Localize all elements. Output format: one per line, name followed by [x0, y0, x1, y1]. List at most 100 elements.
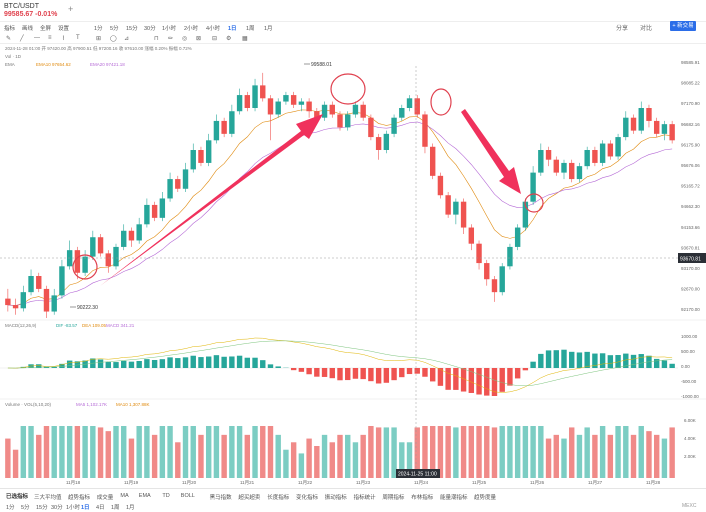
- candle-body: [599, 143, 606, 163]
- candlesticks: [5, 72, 675, 318]
- tf-30m[interactable]: 30分: [144, 26, 156, 32]
- indicator-chip[interactable]: 周期指标: [382, 495, 405, 501]
- macd-bar: [66, 360, 73, 368]
- fib-icon[interactable]: ≡: [48, 35, 52, 41]
- tf-1w[interactable]: 1周: [246, 26, 255, 32]
- indicator-chip[interactable]: 长度指标: [267, 495, 290, 501]
- indicator-chip[interactable]: 三大平均值: [34, 495, 62, 501]
- volume-bar: [321, 434, 328, 478]
- macd-label: MACD(12,26,9): [5, 323, 37, 328]
- volume-bar: [43, 426, 50, 478]
- lock-icon[interactable]: ⊠: [196, 36, 202, 42]
- indicator-chip[interactable]: MA: [120, 493, 129, 499]
- bottom-timeframe[interactable]: 1日: [81, 505, 90, 511]
- volume-bar: [136, 426, 142, 478]
- magnet-icon[interactable]: ⊓: [154, 36, 159, 42]
- indicator-chip[interactable]: 黑马指数: [209, 495, 232, 501]
- tf-15m[interactable]: 15分: [126, 26, 138, 32]
- ema1-readout: EMA10 97654.62: [36, 62, 71, 67]
- cursor-icon[interactable]: ✎: [6, 36, 12, 42]
- volume-bar: [653, 434, 660, 478]
- circle-annotation-3: [430, 88, 452, 116]
- indicator-chip[interactable]: 指标统计: [353, 495, 376, 501]
- indicator-chip[interactable]: 能量潮指标: [440, 495, 468, 501]
- symbol-tab[interactable]: BTC/USDT: [4, 3, 39, 10]
- tf-4h[interactable]: 4小时: [206, 26, 221, 32]
- bottom-timeframe[interactable]: 1分: [6, 505, 15, 511]
- indicator-chip[interactable]: 成交量: [96, 495, 114, 501]
- toolbar-item-fullscreen[interactable]: 全屏: [40, 26, 52, 32]
- tf-5m[interactable]: 5分: [110, 26, 119, 32]
- toolbar-item-drawing[interactable]: 画线: [22, 26, 34, 32]
- indicator-chip[interactable]: 趋势指标: [68, 495, 91, 501]
- indicator-chip[interactable]: 超买超卖: [238, 495, 261, 501]
- candle-body: [113, 246, 119, 267]
- indicator-chip[interactable]: 布林指标: [411, 495, 434, 501]
- share-button[interactable]: 分享: [616, 26, 629, 32]
- macd-bar: [213, 355, 220, 368]
- tf-1d[interactable]: 1日: [228, 26, 237, 32]
- indicator-chip[interactable]: 趋势度量: [474, 495, 497, 501]
- macd-bar: [522, 368, 529, 371]
- macd-bar: [499, 368, 505, 392]
- pencil-icon[interactable]: ✏: [168, 36, 174, 42]
- bottom-timeframe[interactable]: 30分: [51, 505, 63, 511]
- macd-bar: [538, 353, 544, 368]
- compare-button[interactable]: 对比: [640, 26, 653, 32]
- candle-body: [20, 292, 27, 309]
- candle-body: [167, 179, 173, 199]
- volume-bar: [391, 427, 397, 478]
- bottom-timeframe[interactable]: 1周: [111, 505, 120, 511]
- macd-bar: [460, 368, 467, 392]
- bottom-timeframe[interactable]: 4日: [96, 505, 105, 511]
- tf-1h[interactable]: 1小时: [162, 26, 177, 32]
- trash-icon[interactable]: ⊟: [212, 36, 218, 42]
- volume-bar: [623, 426, 629, 478]
- shape-icon[interactable]: ◯: [110, 36, 117, 42]
- candle-body: [59, 266, 65, 296]
- bottom-timeframe[interactable]: 5分: [21, 505, 30, 511]
- volume-bar: [414, 427, 420, 478]
- indicator-chip[interactable]: TD: [162, 493, 170, 499]
- toolbar-item-settings[interactable]: 设置: [58, 26, 70, 32]
- candle-body: [244, 95, 251, 108]
- bottom-timeframe[interactable]: 1月: [126, 505, 135, 511]
- macd-bar: [252, 357, 258, 368]
- line-icon[interactable]: ╱: [20, 36, 24, 42]
- macd-bar: [337, 368, 343, 381]
- brush-icon[interactable]: ⌇: [62, 36, 65, 42]
- volume-bar: [159, 426, 166, 478]
- tf-1m[interactable]: 1分: [94, 26, 103, 32]
- macd-bar: [306, 368, 312, 375]
- add-tab-icon[interactable]: +: [68, 4, 74, 14]
- horizontal-line-icon[interactable]: —: [34, 35, 40, 41]
- candle-body: [661, 124, 668, 134]
- layout-icon[interactable]: ▦: [242, 36, 248, 42]
- indicator-chip[interactable]: 变化指标: [296, 495, 319, 501]
- macd-bar: [144, 359, 150, 368]
- ruler-icon[interactable]: ⊞: [96, 36, 102, 42]
- toolbar-item-indicators[interactable]: 指标: [4, 26, 16, 32]
- measure-icon[interactable]: ⊿: [124, 36, 130, 42]
- volume-bar: [182, 426, 189, 478]
- bottom-timeframe[interactable]: 15分: [36, 505, 48, 511]
- indicator-chip[interactable]: BOLL: [180, 493, 195, 499]
- indicator-chip[interactable]: 振动指标: [324, 495, 347, 501]
- text-icon[interactable]: T: [76, 35, 80, 41]
- indicator-chip[interactable]: EMA: [138, 493, 151, 499]
- macd-dif-line: [7, 337, 673, 393]
- tf-2h[interactable]: 2小时: [184, 26, 199, 32]
- macd-bar: [352, 368, 359, 379]
- new-trade-button[interactable]: + 新交易: [670, 21, 696, 31]
- candle-body: [329, 104, 335, 115]
- volume-bar: [584, 427, 590, 478]
- candle-body: [576, 166, 583, 180]
- volume-bar: [337, 434, 343, 478]
- eye-icon[interactable]: ◎: [182, 36, 188, 42]
- volume-bar: [538, 426, 544, 478]
- settings-icon[interactable]: ⚙: [226, 36, 232, 42]
- tf-1mo[interactable]: 1月: [264, 26, 273, 32]
- bottom-timeframe[interactable]: 1小时: [66, 505, 81, 511]
- macd-bar: [599, 353, 606, 368]
